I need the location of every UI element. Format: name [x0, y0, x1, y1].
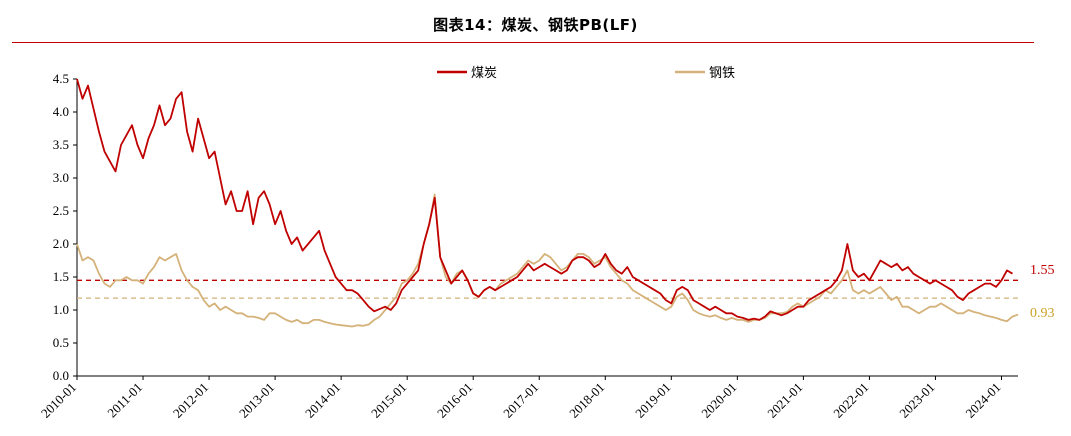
y-tick-label: 1.5	[53, 269, 69, 284]
x-tick-label: 2022-01	[830, 380, 871, 421]
x-tick-label: 2012-01	[170, 380, 211, 421]
x-tick-label: 2023-01	[896, 380, 937, 421]
series-line-煤炭	[76, 78, 1013, 321]
x-tick-label: 2019-01	[632, 380, 673, 421]
y-tick-label: 2.5	[53, 203, 69, 218]
x-tick-label: 2021-01	[764, 380, 805, 421]
x-tick-label: 2016-01	[434, 380, 475, 421]
legend-label-钢铁: 钢铁	[709, 66, 735, 81]
x-tick-label: 2015-01	[368, 380, 409, 421]
chart-axes: 0.0 0.5 1.0 1.5 2.0 2.5 3.0 3.5 4.0 4.5 2010-01 201…	[38, 71, 1018, 421]
x-tick-label: 2020-01	[698, 380, 739, 421]
end-label-钢铁: 0.93	[1030, 306, 1055, 321]
series-line-钢铁	[76, 193, 1019, 328]
x-tick-label: 2013-01	[236, 380, 277, 421]
chart-title: 图表14：煤炭、钢铁PB(LF)	[433, 16, 638, 34]
y-tick-label: 4.5	[53, 71, 69, 86]
y-tick-label: 4.0	[53, 104, 69, 119]
x-tick-label: 2014-01	[302, 380, 343, 421]
reference-lines	[77, 279, 1018, 299]
end-label-煤炭: 1.55	[1030, 263, 1055, 278]
end-labels: 1.55 0.93	[1030, 263, 1055, 321]
x-tick-label: 2018-01	[566, 380, 607, 421]
y-tick-label: 2.0	[53, 236, 69, 251]
y-tick-label: 3.5	[53, 137, 69, 152]
x-tick-label: 2011-01	[104, 380, 145, 421]
y-tick-label: 0.0	[53, 368, 69, 383]
legend-label-煤炭: 煤炭	[471, 66, 497, 81]
x-tick-label: 2024-01	[962, 380, 1003, 421]
y-tick-label: 1.0	[53, 302, 69, 317]
x-tick-label: 2017-01	[500, 380, 541, 421]
series-lines	[76, 78, 1019, 328]
y-tick-label: 3.0	[53, 170, 69, 185]
x-tick-label: 2010-01	[38, 380, 79, 421]
y-tick-label: 0.5	[53, 335, 69, 350]
legend: 煤炭 钢铁	[437, 66, 735, 81]
title-divider	[12, 42, 1034, 43]
